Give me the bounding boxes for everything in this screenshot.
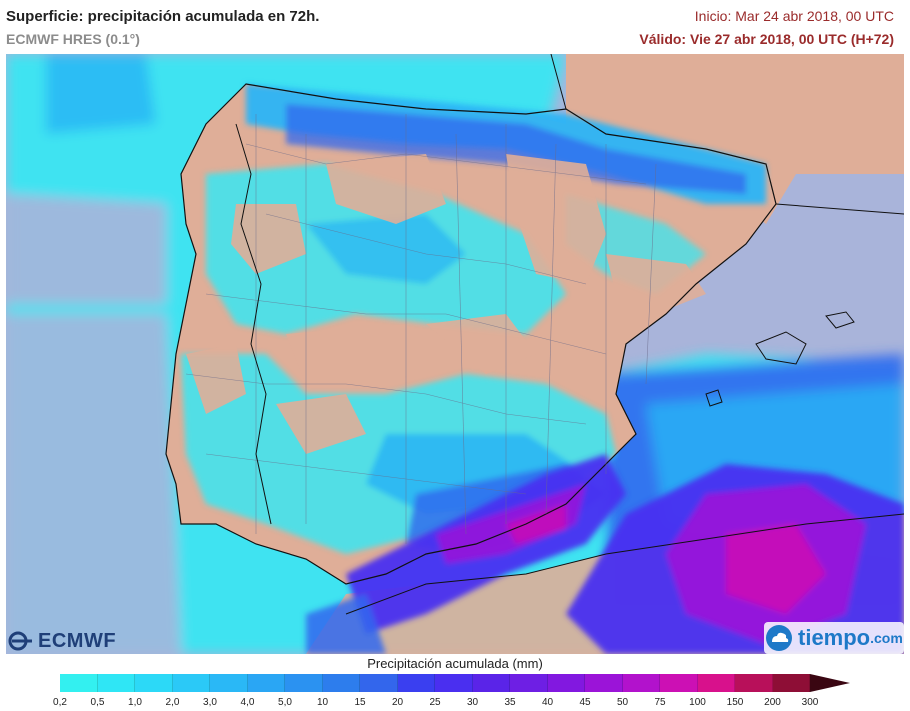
legend-label: 30 [466,697,479,708]
tiempo-logo-text: tiempo [798,625,871,650]
coastline [165,83,777,585]
legend-label: 0,5 [90,697,105,708]
legend-swatch [472,674,510,692]
legend-swatch [360,674,398,692]
legend-swatch [285,674,323,692]
legend-labels: 0,2 0,5 1,0 2,0 3,0 4,0 5,0 10 15 20 25 30 35 40 45 50 7… [0,697,910,711]
legend-swatch [622,674,660,692]
legend-label: 0,2 [53,697,67,708]
legend-swatch [547,674,585,692]
legend-swatch [60,674,98,692]
ecmwf-logo: ECMWF [8,630,116,652]
legend-colorbar [60,674,810,692]
legend-label: 300 [801,697,819,708]
borders-overlay [185,114,657,544]
tiempo-logo: tiempo .com [764,622,904,654]
legend-swatch [697,674,735,692]
legend-swatch [172,674,210,692]
legend-swatch [322,674,360,692]
legend-label: 100 [689,697,706,708]
legend-swatch [135,674,173,692]
legend-label: 2,0 [165,697,180,708]
legend-label: 200 [764,697,781,708]
balearic-islands [705,311,855,407]
legend-label: 5,0 [278,697,292,708]
legend-swatch [660,674,698,692]
legend-swatch [247,674,285,692]
legend-label: 25 [429,697,441,708]
legend-label: 3,0 [203,697,217,708]
legend-swatch [510,674,548,692]
model-label: ECMWF HRES (0.1°) [6,31,140,47]
legend-label: 50 [616,697,629,708]
legend-label: 45 [579,697,591,708]
precipitation-map[interactable] [6,54,904,654]
legend-title: Precipitación acumulada (mm) [367,656,543,671]
legend-swatch [210,674,248,692]
legend-label: 20 [391,697,404,708]
legend-swatch [772,674,810,692]
legend-label: 10 [316,697,329,708]
legend-label: 1,0 [128,697,142,708]
valid-time: Válido: Vie 27 abr 2018, 00 UTC (H+72) [639,31,894,47]
legend-label: 150 [726,697,744,708]
legend-arrow-icon [810,674,850,692]
legend-swatch [735,674,773,692]
ecmwf-logo-text: ECMWF [38,629,117,652]
tiempo-logo-domain: .com [870,630,903,646]
init-time: Inicio: Mar 24 abr 2018, 00 UTC [694,8,894,24]
dry-patches [186,154,706,454]
ecmwf-logo-icon [8,631,32,651]
portugal-border [235,123,272,525]
map-title: Superficie: precipitación acumulada en 7… [6,8,320,25]
rain-intense-field [306,454,904,654]
legend-swatch [397,674,435,692]
france-coast [550,54,567,110]
legend-swatch [585,674,623,692]
legend-label: 40 [541,697,554,708]
legend-label: 15 [354,697,366,708]
header: Superficie: precipitación acumulada en 7… [0,0,910,54]
cloud-icon [766,625,792,651]
legend-swatch [97,674,135,692]
legend-label: 4,0 [240,697,255,708]
map-canvas [6,54,904,654]
france-land [566,54,904,224]
legend-label: 35 [504,697,516,708]
legend-swatch [435,674,473,692]
legend-label: 75 [654,697,666,708]
